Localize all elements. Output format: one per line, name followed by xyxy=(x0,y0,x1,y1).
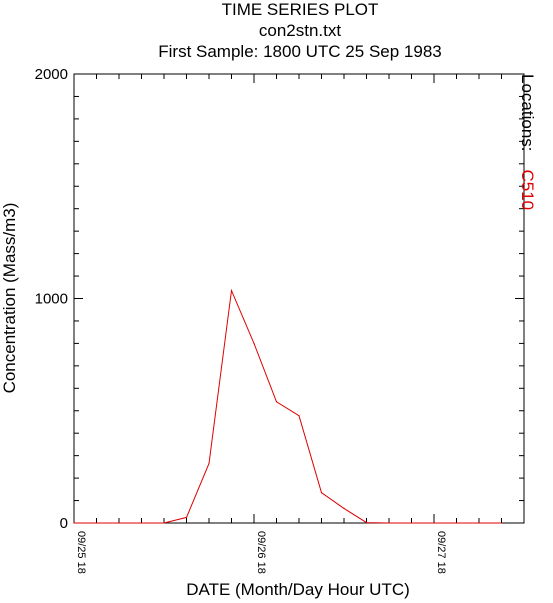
data-point xyxy=(140,522,143,524)
x-tick-label: 09/27 18 xyxy=(435,531,447,574)
data-point xyxy=(208,462,210,465)
data-point xyxy=(73,522,75,524)
data-point xyxy=(95,522,98,524)
chart-subtitle-first-sample: First Sample: 1800 UTC 25 Sep 1983 xyxy=(158,42,442,61)
legend-entry-c510: C510 xyxy=(518,169,537,211)
y-axis-label: Concentration (Mass/m3) xyxy=(0,202,19,394)
data-point xyxy=(478,522,480,524)
data-point xyxy=(343,507,345,510)
y-tick-label: 2000 xyxy=(35,66,68,83)
data-point xyxy=(365,521,368,524)
data-point xyxy=(298,415,300,417)
data-point xyxy=(320,492,323,494)
data-point xyxy=(253,342,255,344)
data-point xyxy=(500,522,503,524)
x-axis-label: DATE (Month/Day Hour UTC) xyxy=(186,580,410,599)
data-point xyxy=(455,522,458,524)
y-tick-label: 1000 xyxy=(35,291,68,308)
data-point xyxy=(275,401,278,403)
chart-subtitle-file: con2stn.txt xyxy=(258,21,342,40)
x-tick-label: 09/26 18 xyxy=(255,531,267,574)
legend-title: Locations: xyxy=(518,74,537,152)
data-point xyxy=(185,516,188,518)
data-point xyxy=(410,522,413,524)
chart-title: TIME SERIES PLOT xyxy=(221,0,379,19)
data-point xyxy=(388,522,390,524)
data-point xyxy=(163,522,165,524)
data-point xyxy=(118,522,120,524)
data-point xyxy=(433,522,435,524)
data-point xyxy=(230,290,233,292)
series-line-c510 xyxy=(74,288,502,524)
plot-frame xyxy=(73,73,525,524)
y-tick-label: 0 xyxy=(60,515,68,532)
x-tick-label: 09/25 18 xyxy=(75,531,87,574)
